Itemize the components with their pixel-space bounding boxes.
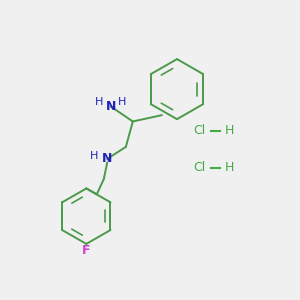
Text: F: F bbox=[82, 244, 91, 256]
Text: Cl: Cl bbox=[193, 161, 206, 174]
Text: H: H bbox=[225, 124, 234, 137]
Text: H: H bbox=[225, 161, 234, 174]
Text: N: N bbox=[102, 152, 112, 165]
Text: N: N bbox=[106, 100, 116, 113]
Text: Cl: Cl bbox=[193, 124, 206, 137]
Text: H: H bbox=[95, 97, 103, 107]
Text: H: H bbox=[90, 151, 99, 161]
Text: H: H bbox=[118, 97, 127, 106]
